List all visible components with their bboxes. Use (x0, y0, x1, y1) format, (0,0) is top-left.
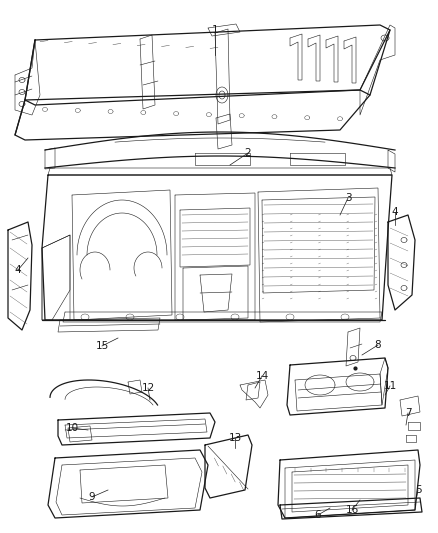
Text: 5: 5 (415, 485, 421, 495)
Text: 2: 2 (245, 148, 251, 158)
Text: 1: 1 (212, 25, 218, 35)
Text: 4: 4 (15, 265, 21, 275)
Text: 10: 10 (65, 423, 78, 433)
Text: 15: 15 (95, 341, 109, 351)
Text: 4: 4 (392, 207, 398, 217)
Text: 9: 9 (88, 492, 95, 502)
Text: 14: 14 (255, 371, 268, 381)
Text: 12: 12 (141, 383, 155, 393)
Text: 13: 13 (228, 433, 242, 443)
Text: 11: 11 (383, 381, 397, 391)
Text: 7: 7 (405, 408, 411, 418)
Text: 3: 3 (345, 193, 351, 203)
Text: 6: 6 (314, 510, 321, 520)
Text: 8: 8 (374, 340, 381, 350)
Text: 16: 16 (346, 505, 359, 515)
